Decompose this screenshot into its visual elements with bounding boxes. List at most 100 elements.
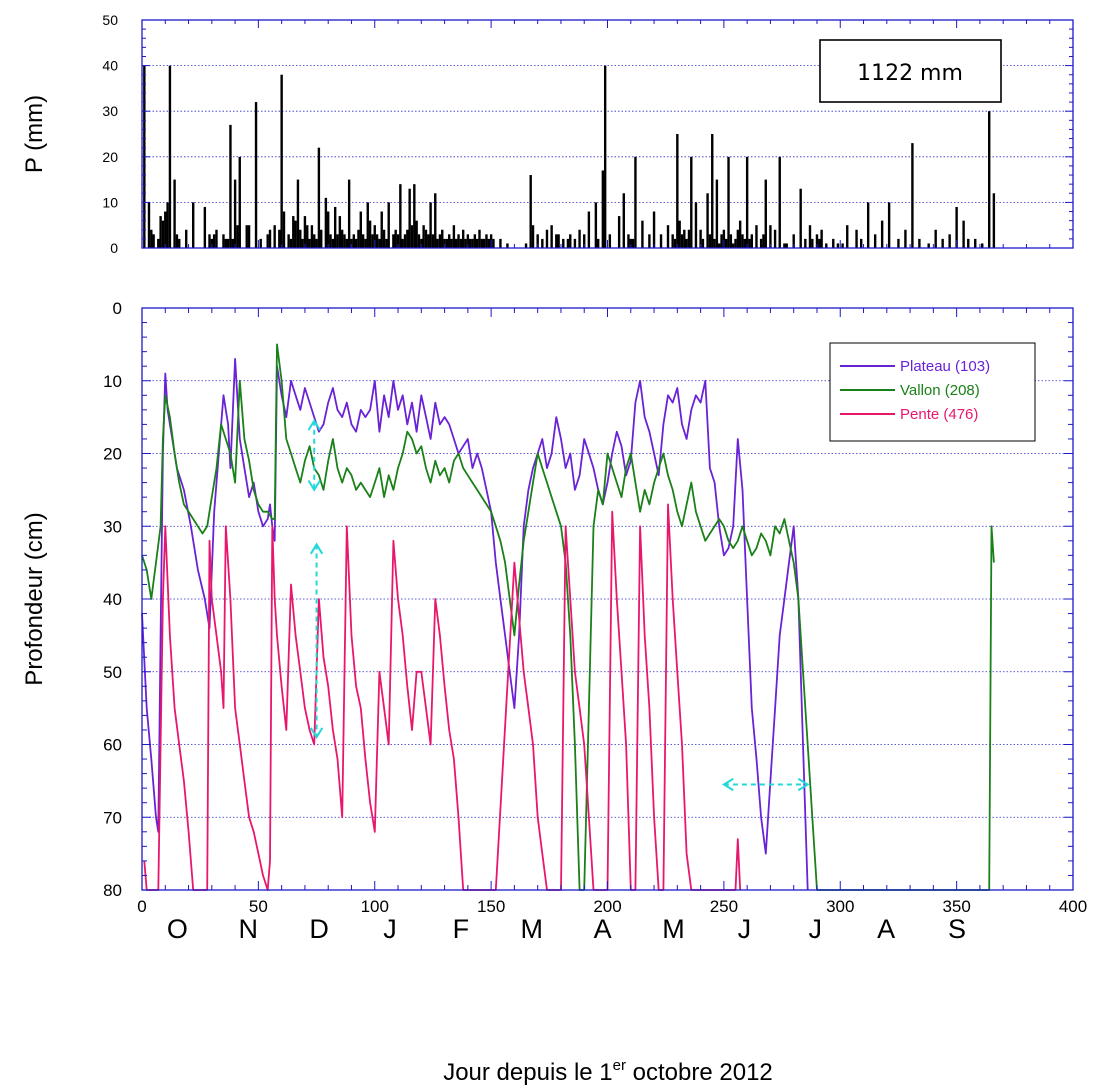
precip-bar	[846, 225, 849, 248]
precip-bar	[722, 229, 726, 248]
precip-bar	[764, 179, 767, 248]
precip-bar	[967, 238, 970, 248]
precip-bar	[178, 238, 181, 248]
precip-bar	[729, 234, 733, 248]
precip-bar	[836, 243, 840, 248]
precip-y-tick-label: 40	[102, 58, 118, 74]
precip-bar	[345, 238, 349, 248]
precip-bar	[150, 229, 153, 248]
precip-bar	[529, 175, 532, 248]
precip-bar	[713, 238, 716, 248]
precip-bar	[317, 147, 321, 248]
precip-bar	[955, 206, 958, 248]
precip-bar	[287, 234, 290, 248]
depth-y-tick-label: 70	[103, 808, 122, 827]
precip-bar	[468, 238, 472, 248]
precip-bar	[461, 229, 465, 248]
precip-y-tick-label: 10	[102, 194, 118, 210]
arrow-pente-range	[309, 542, 324, 740]
x-axis-label-post: octobre 2012	[626, 1059, 773, 1086]
precip-bar	[706, 193, 709, 248]
precip-bar	[254, 102, 258, 248]
precip-bar	[785, 243, 788, 248]
depth-y-tick-label: 80	[103, 881, 122, 900]
precip-bar	[427, 234, 430, 248]
precip-bar	[694, 202, 698, 248]
precip-bar	[778, 156, 781, 248]
month-label: A	[877, 914, 895, 944]
precip-bar	[569, 234, 572, 248]
month-label: D	[309, 914, 329, 944]
depth-tick-marks	[141, 307, 1074, 891]
precip-bar	[557, 234, 560, 248]
precip-bar	[545, 229, 549, 248]
depth-panel: 0 10 20 30 40 50 60 70 80 0 50 100 150 200 250 300 350 4…	[21, 299, 1087, 1086]
precip-bar	[157, 238, 160, 248]
x-axis-label-pre: Jour depuis le 1	[443, 1059, 612, 1086]
precip-bar	[841, 243, 844, 248]
precip-bar	[452, 225, 456, 248]
precip-bar	[352, 234, 356, 248]
series-line-plateau	[141, 358, 809, 891]
precip-bar	[212, 234, 216, 248]
precip-bar	[259, 238, 262, 248]
precip-bar	[699, 229, 702, 248]
depth-y-axis-label: Profondeur (cm)	[21, 512, 48, 685]
precip-bar	[818, 238, 821, 248]
precip-bar	[382, 229, 386, 248]
precip-bar	[371, 234, 374, 248]
precip-bar	[422, 225, 425, 248]
precip-bar	[448, 234, 451, 248]
depth-x-tick-label: 100	[361, 897, 389, 916]
precip-bar	[601, 170, 605, 248]
precip-bar	[832, 238, 835, 248]
precip-bar	[394, 229, 397, 248]
precip-bar	[748, 238, 751, 248]
precip-bar	[308, 238, 311, 248]
precip-bar	[408, 188, 411, 248]
precip-bar	[683, 229, 686, 248]
precip-bar	[299, 229, 302, 248]
precip-bar	[415, 220, 418, 248]
precip-bar	[280, 74, 283, 248]
precip-bar	[282, 211, 286, 248]
precip-bar	[911, 143, 914, 248]
precip-bar	[466, 234, 470, 248]
precip-bar	[506, 243, 509, 248]
depth-gridlines	[142, 380, 1073, 818]
precip-bar	[152, 234, 155, 248]
depth-series-lines	[141, 343, 995, 891]
precip-bar	[934, 229, 937, 248]
precip-bar	[904, 229, 907, 248]
precip-bar	[550, 225, 553, 248]
precip-bar	[406, 229, 409, 248]
precip-bar	[331, 238, 335, 248]
precip-bar	[301, 238, 304, 248]
precip-bar	[680, 234, 684, 248]
arrow-vallon-range	[307, 418, 321, 492]
precip-bar	[333, 206, 337, 248]
precipitation-y-tick-labels: 0 10 20 30 40 50	[102, 12, 118, 256]
precip-bar	[708, 234, 712, 248]
precip-bar	[347, 179, 351, 248]
precip-bar	[480, 238, 484, 248]
depth-x-tick-label: 0	[137, 897, 146, 916]
depth-x-tick-labels: 0 50 100 150 200 250 300 350 400	[137, 897, 1087, 916]
precip-bar	[897, 238, 900, 248]
legend-label-vallon: Vallon (208)	[900, 382, 980, 399]
total-annotation: 1122 mm	[857, 61, 963, 86]
precip-bar	[359, 211, 362, 248]
precip-bar	[755, 225, 758, 248]
precip-bar	[441, 229, 444, 248]
precip-bar	[541, 238, 544, 248]
precip-bar	[373, 225, 376, 248]
precip-bar	[164, 211, 167, 248]
precip-bar	[357, 229, 360, 248]
precip-bar	[278, 229, 281, 248]
precip-bar	[168, 65, 172, 248]
precip-bar	[231, 238, 234, 248]
precipitation-tick-marks	[141, 19, 1074, 249]
precip-bar	[736, 229, 740, 248]
precip-bar	[808, 225, 812, 248]
precip-bar	[820, 229, 823, 248]
